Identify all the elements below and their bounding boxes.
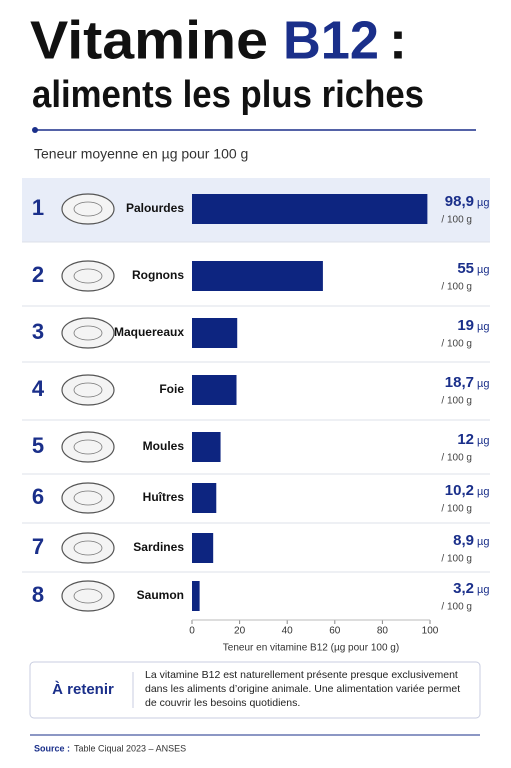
divider-dot (32, 127, 38, 133)
value-label: 12 (457, 431, 474, 448)
value-per: / 100 g (441, 215, 472, 226)
rank: 4 (32, 376, 45, 401)
rank: 6 (32, 484, 44, 509)
bar (192, 533, 214, 563)
bar (192, 375, 237, 405)
food-icon-detail (73, 382, 103, 398)
value-label: 8,9 (453, 532, 474, 549)
value-per: / 100 g (441, 504, 472, 515)
value-per: / 100 g (441, 453, 472, 464)
x-tick-label: 20 (234, 626, 246, 637)
description: Teneur moyenne en µg pour 100 g (34, 146, 248, 162)
value-unit: µg (477, 536, 489, 548)
value-unit: µg (477, 486, 489, 498)
value-unit: µg (477, 197, 489, 209)
value-unit: µg (477, 584, 489, 596)
category-label: Moules (143, 439, 185, 453)
bar (192, 432, 221, 462)
value-per: / 100 g (441, 396, 472, 407)
food-icon-detail (73, 540, 103, 556)
food-icon-detail (73, 268, 103, 284)
value-label: 98,9 (445, 193, 474, 210)
title-suffix: : (389, 10, 407, 70)
value-per: / 100 g (441, 282, 472, 293)
category-label: Huîtres (143, 490, 185, 504)
food-icon (61, 532, 115, 564)
bar (192, 194, 428, 224)
rank: 7 (32, 534, 44, 559)
value-per: / 100 g (441, 602, 472, 613)
food-icon-detail (73, 490, 103, 506)
value-per: / 100 g (441, 554, 472, 565)
bar (192, 318, 238, 348)
food-icon (61, 317, 115, 349)
rank: 2 (32, 262, 44, 287)
value-unit: µg (477, 321, 489, 333)
note-text: La vitamine B12 est naturellement présen… (145, 669, 461, 709)
food-icon (61, 260, 115, 292)
food-icon (61, 193, 115, 225)
category-label: Maquereaux (114, 325, 184, 339)
food-icon (61, 580, 115, 612)
food-icon-detail (73, 201, 103, 217)
x-tick-label: 100 (422, 626, 439, 637)
x-tick-label: 80 (377, 626, 389, 637)
bar (192, 261, 323, 291)
note-box (29, 661, 481, 719)
food-icon-detail (73, 588, 103, 604)
category-label: Foie (159, 382, 184, 396)
source-text: Table Ciqual 2023 – ANSES (74, 743, 186, 753)
x-tick-label: 0 (189, 626, 195, 637)
category-label: Sardines (133, 540, 184, 554)
category-label: Rognons (132, 268, 184, 282)
rank: 5 (32, 433, 44, 458)
value-label: 18,7 (445, 374, 474, 391)
value-per: / 100 g (441, 339, 472, 350)
value-unit: µg (477, 435, 489, 447)
value-label: 55 (457, 260, 474, 277)
value-label: 3,2 (453, 580, 474, 597)
title-highlight: B12 (283, 10, 379, 70)
value-label: 10,2 (445, 482, 474, 499)
x-tick-label: 40 (282, 626, 294, 637)
bar (192, 483, 217, 513)
subtitle: aliments les plus riches (32, 74, 424, 116)
bar (192, 581, 200, 611)
rank: 8 (32, 582, 44, 607)
title-prefix: Vitamine (30, 10, 268, 70)
category-label: Palourdes (126, 201, 184, 215)
rank: 3 (32, 319, 44, 344)
value-label: 19 (457, 317, 474, 334)
food-icon-detail (73, 439, 103, 455)
food-icon (61, 374, 115, 406)
value-unit: µg (477, 378, 489, 390)
food-icon-detail (73, 325, 103, 341)
value-unit: µg (477, 264, 489, 276)
note-title: À retenir (52, 681, 114, 698)
rank: 1 (32, 195, 44, 220)
category-label: Saumon (137, 588, 184, 602)
food-icon (61, 431, 115, 463)
x-tick-label: 60 (329, 626, 341, 637)
source-label: Source : (34, 743, 70, 753)
food-icon (61, 482, 115, 514)
x-axis-title: Teneur en vitamine B12 (µg pour 100 g) (223, 643, 399, 654)
